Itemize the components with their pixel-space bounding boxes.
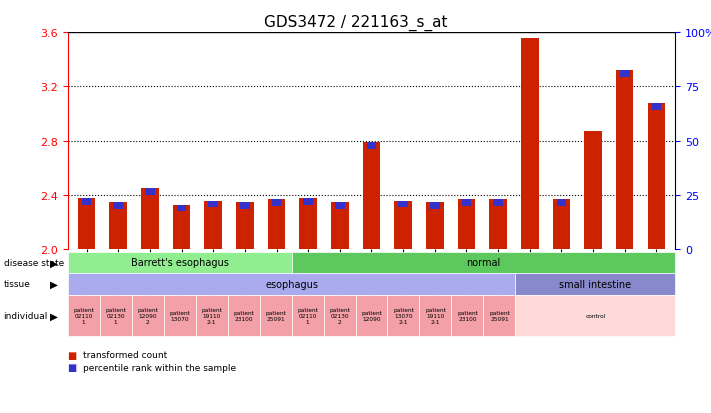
Text: patient
23100: patient 23100 — [457, 310, 478, 321]
Bar — [521, 38, 538, 250]
Bar — [141, 189, 159, 250]
Bar — [82, 198, 91, 205]
Text: ▶: ▶ — [50, 311, 58, 320]
Text: patient
23100: patient 23100 — [233, 310, 254, 321]
Text: Barrett's esophagus: Barrett's esophagus — [131, 258, 228, 268]
Bar — [299, 198, 317, 250]
Bar — [584, 132, 602, 250]
Bar — [552, 200, 570, 250]
Bar — [458, 200, 475, 250]
Bar — [268, 200, 285, 250]
Bar — [398, 201, 408, 208]
Text: patient
19110
2-1: patient 19110 2-1 — [425, 307, 446, 324]
Text: esophagus: esophagus — [265, 279, 318, 289]
Text: patient
25091: patient 25091 — [489, 310, 510, 321]
Text: patient
02130
1: patient 02130 1 — [105, 307, 126, 324]
Text: patient
13070: patient 13070 — [169, 310, 190, 321]
Bar — [205, 201, 222, 250]
Bar — [620, 71, 629, 78]
Text: ■: ■ — [68, 362, 77, 372]
Bar — [304, 198, 313, 205]
Bar — [652, 104, 661, 110]
Bar — [430, 202, 439, 209]
Bar — [616, 71, 634, 250]
Text: percentile rank within the sample: percentile rank within the sample — [83, 363, 236, 372]
Bar — [173, 205, 191, 250]
Bar — [114, 202, 123, 209]
Bar — [363, 143, 380, 250]
Bar — [145, 189, 155, 196]
Text: patient
02110
1: patient 02110 1 — [297, 307, 318, 324]
Bar — [208, 201, 218, 208]
Bar — [240, 202, 250, 209]
Bar — [236, 202, 254, 250]
Bar — [395, 201, 412, 250]
Bar — [272, 200, 282, 206]
Text: ▶: ▶ — [50, 258, 58, 268]
Bar — [331, 202, 348, 250]
Text: ■: ■ — [68, 350, 77, 360]
Text: tissue: tissue — [4, 280, 31, 289]
Text: small intestine: small intestine — [560, 279, 631, 289]
Bar — [557, 200, 566, 206]
Bar — [461, 200, 471, 206]
Text: disease state: disease state — [4, 258, 64, 267]
Bar — [426, 202, 444, 250]
Text: patient
13070
2-1: patient 13070 2-1 — [393, 307, 414, 324]
Text: GDS3472 / 221163_s_at: GDS3472 / 221163_s_at — [264, 14, 447, 31]
Bar — [77, 198, 95, 250]
Text: individual: individual — [4, 311, 48, 320]
Bar — [489, 200, 507, 250]
Text: patient
12090
2: patient 12090 2 — [137, 307, 158, 324]
Bar — [648, 104, 665, 250]
Bar — [335, 202, 345, 209]
Text: ▶: ▶ — [50, 279, 58, 289]
Bar — [109, 202, 127, 250]
Bar — [177, 205, 186, 212]
Text: transformed count: transformed count — [83, 350, 167, 359]
Text: patient
12090: patient 12090 — [361, 310, 382, 321]
Bar — [367, 143, 376, 150]
Text: patient
19110
2-1: patient 19110 2-1 — [201, 307, 222, 324]
Text: patient
02110
1: patient 02110 1 — [73, 307, 94, 324]
Text: patient
02130
2: patient 02130 2 — [329, 307, 350, 324]
Bar — [493, 200, 503, 206]
Text: normal: normal — [466, 258, 501, 268]
Text: control: control — [585, 313, 606, 318]
Text: patient
25091: patient 25091 — [265, 310, 286, 321]
